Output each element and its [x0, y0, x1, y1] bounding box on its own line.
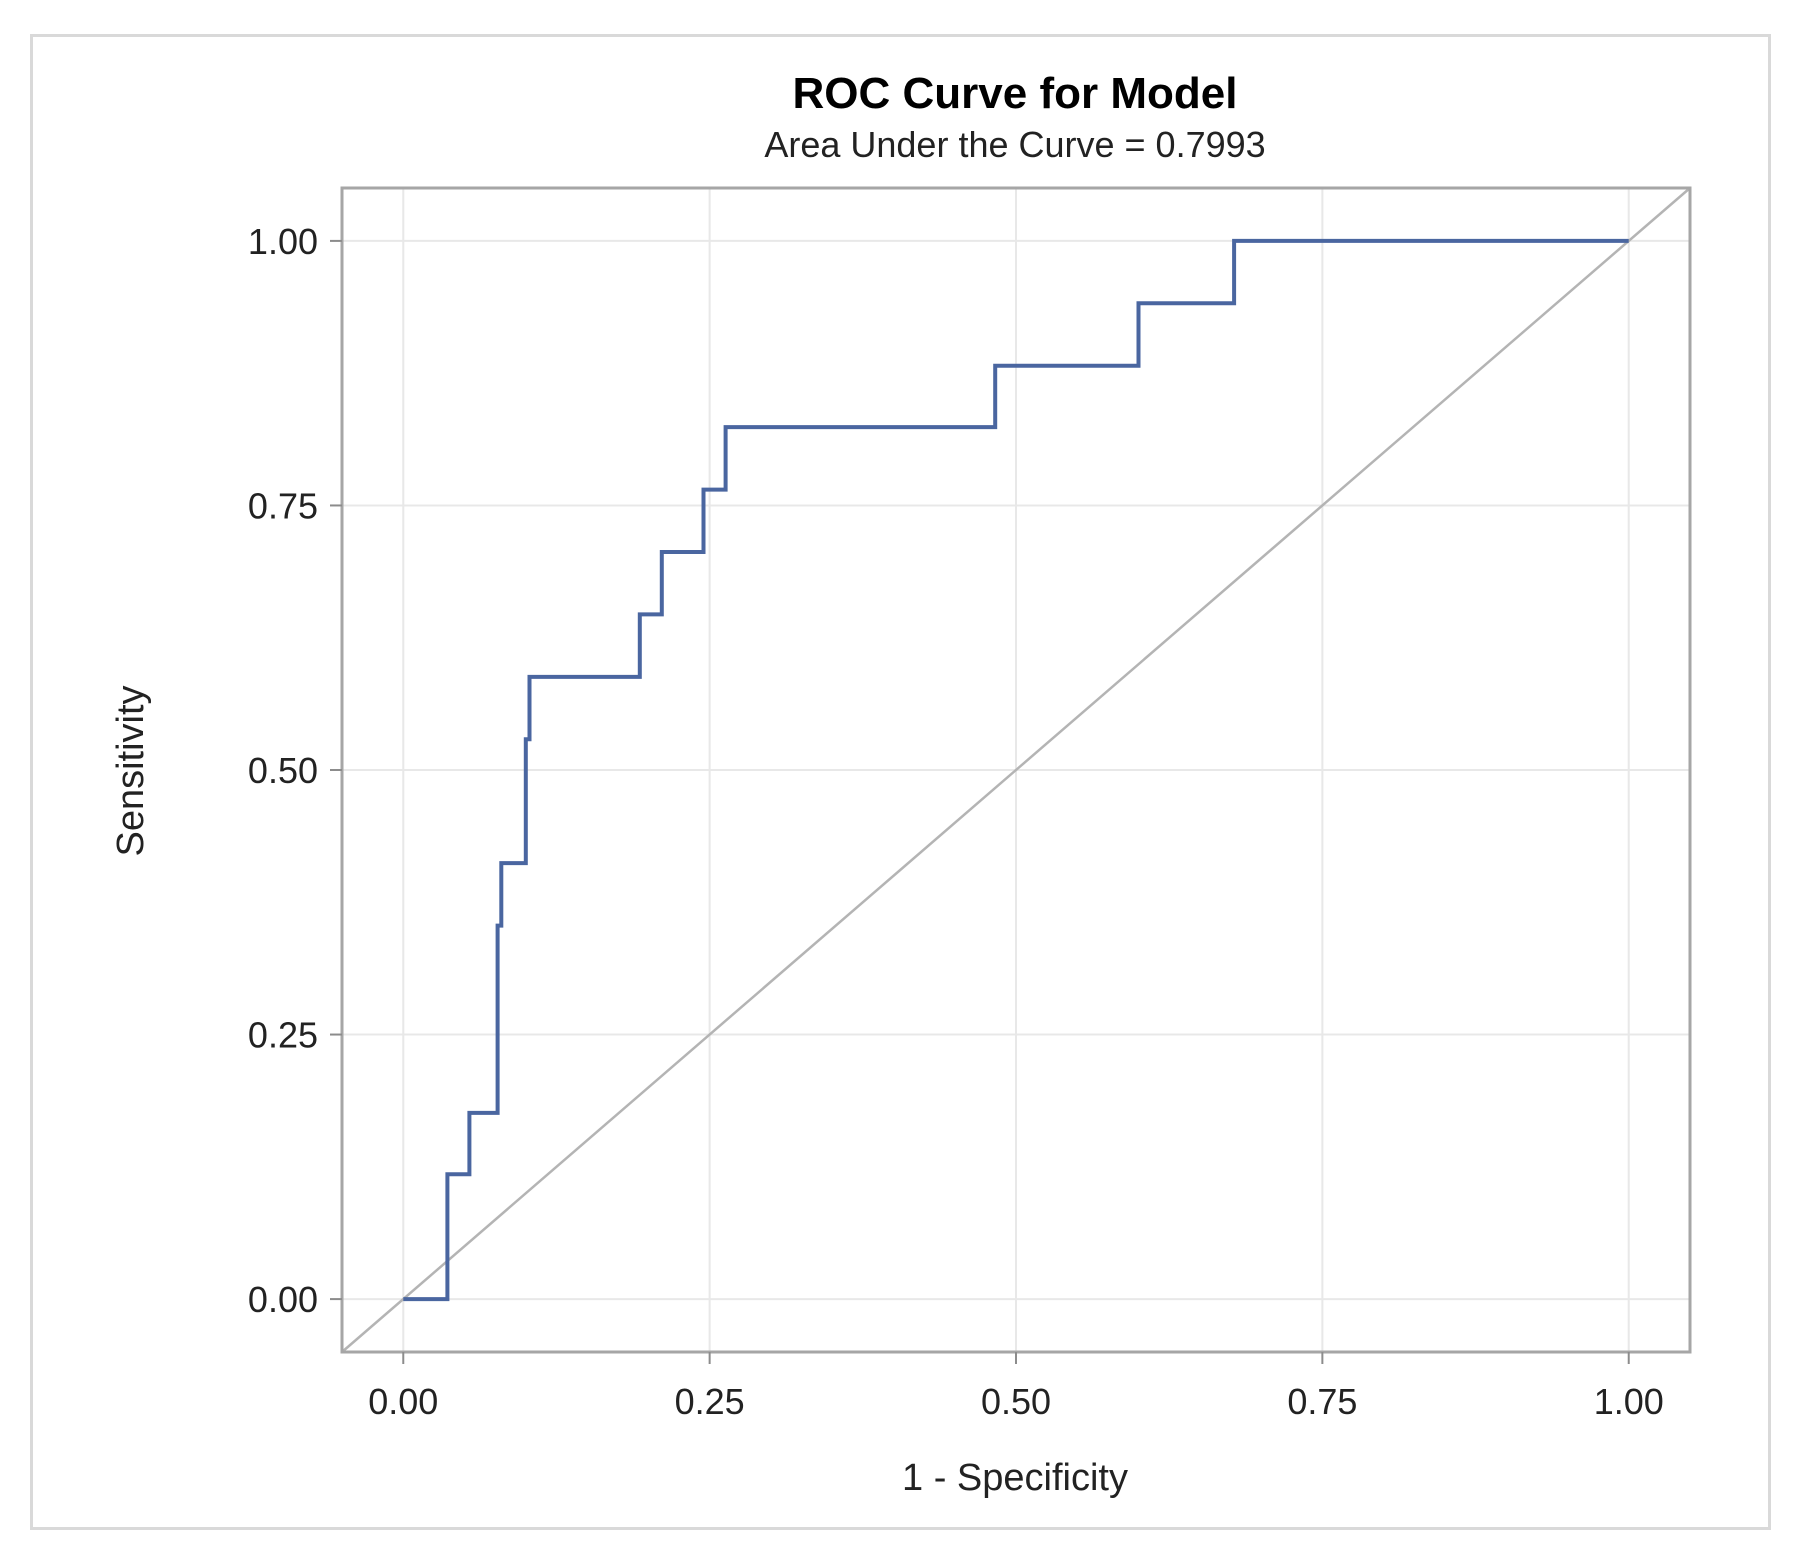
grid [342, 188, 1690, 1352]
x-tick-label-0: 0.00 [368, 1381, 438, 1422]
chart-title: ROC Curve for Model [793, 69, 1238, 118]
reference-diagonal-line [341, 187, 1691, 1353]
roc-curve-layer [403, 238, 1629, 1302]
x-tick-label-4: 1.00 [1594, 1381, 1664, 1422]
y-tick-label-1: 0.25 [248, 1015, 318, 1056]
chart-subtitle: Area Under the Curve = 0.7993 [764, 124, 1265, 165]
y-tick-label-2: 0.50 [248, 750, 318, 791]
y-tick-label-4: 1.00 [248, 221, 318, 262]
x-tick-label-1: 0.25 [675, 1381, 745, 1422]
x-axis-ticks: 0.00 0.25 0.50 0.75 1.00 [368, 1352, 1664, 1422]
y-tick-label-3: 0.75 [248, 485, 318, 526]
chart-frame [30, 34, 1771, 1530]
x-tick-label-3: 0.75 [1287, 1381, 1357, 1422]
y-axis-ticks: 0.00 0.25 0.50 0.75 1.00 [248, 221, 342, 1320]
reference-line-layer [341, 187, 1691, 1353]
x-tick-label-2: 0.50 [981, 1381, 1051, 1422]
y-tick-label-0: 0.00 [248, 1279, 318, 1320]
x-axis-label: 1 - Specificity [902, 1457, 1128, 1499]
roc-curve-line [403, 238, 1629, 1302]
y-axis-label: Sensitivity [110, 685, 152, 856]
